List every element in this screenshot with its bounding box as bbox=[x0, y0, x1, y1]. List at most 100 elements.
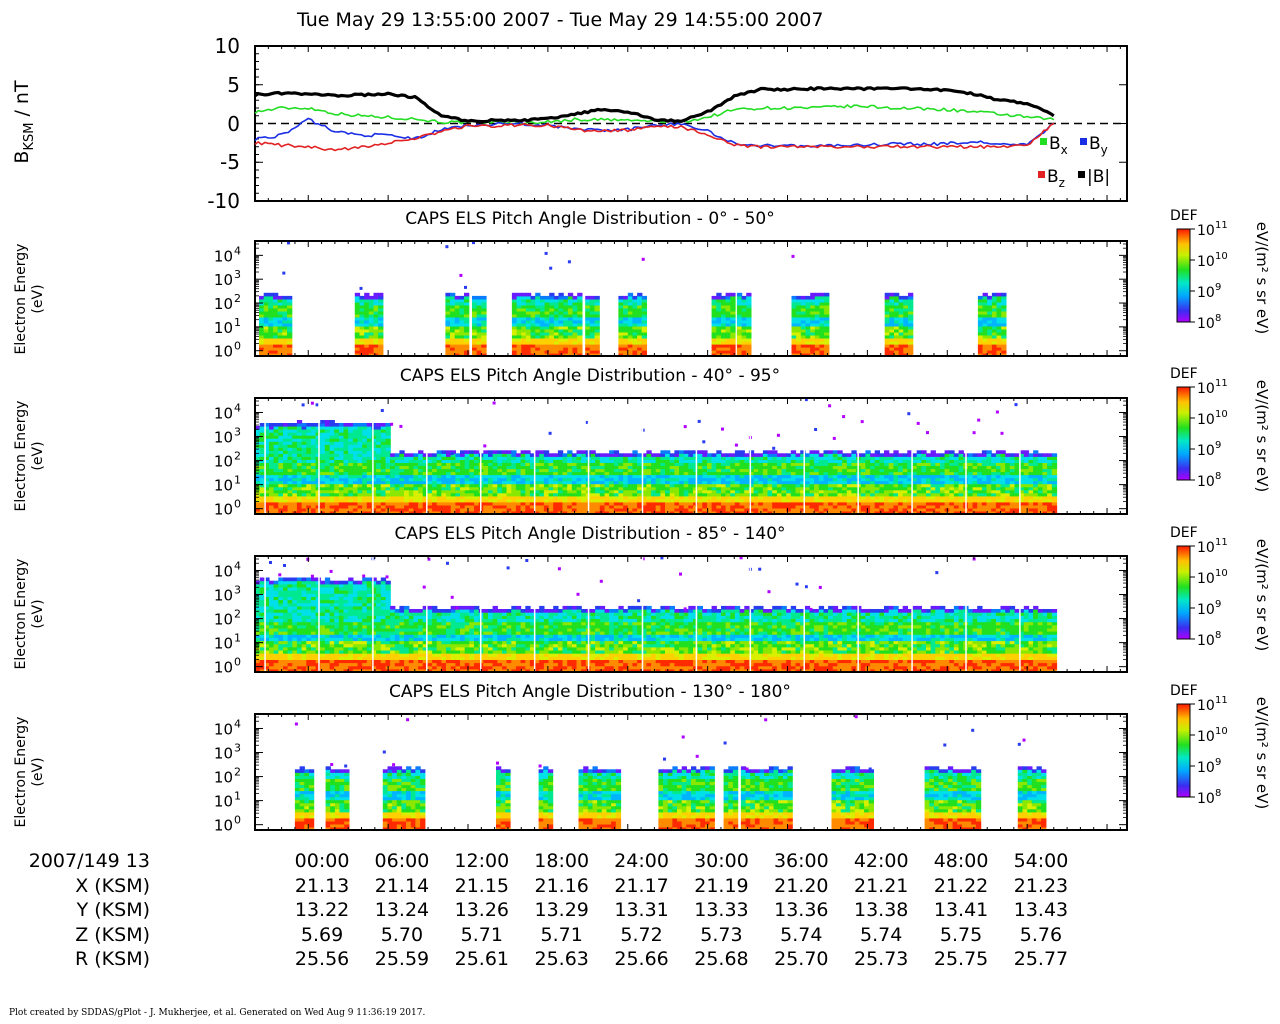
data-gap bbox=[426, 398, 428, 514]
data-gap bbox=[426, 556, 428, 672]
mag-ylabel-main: B bbox=[11, 150, 34, 164]
spectrogram-ylabel: Electron Energy (eV) bbox=[13, 717, 47, 828]
legend-swatch-bz bbox=[1038, 171, 1045, 178]
energy-tick-exponent: 3 bbox=[234, 426, 241, 439]
colorbar-tick-exponent: 8 bbox=[1215, 313, 1221, 324]
ephemeris-value: 13.38 bbox=[854, 899, 909, 921]
ephemeris-value: 21.22 bbox=[933, 874, 989, 897]
energy-tick-exponent: 3 bbox=[234, 742, 241, 755]
ephemeris-value: 5.76 bbox=[1019, 923, 1063, 946]
series-line-by bbox=[254, 117, 1055, 149]
colorbar-label: DEF bbox=[1170, 208, 1198, 224]
ephemeris-value: 13.33 bbox=[694, 899, 749, 921]
spectrogram-data-block bbox=[538, 764, 554, 831]
energy-tick-exponent: 3 bbox=[234, 268, 241, 281]
data-gap bbox=[641, 398, 644, 514]
colorbar-tick-exponent: 8 bbox=[1215, 630, 1221, 641]
data-gap bbox=[749, 398, 752, 514]
ylabel-line1: Electron Energy bbox=[13, 243, 29, 354]
ephemeris-row-label: 2007/149 13 bbox=[28, 850, 150, 872]
colorbar-tick-exponent: 10 bbox=[1215, 251, 1228, 262]
spectrogram-data-block bbox=[496, 761, 506, 831]
legend-swatch-by bbox=[1080, 138, 1087, 145]
ephemeris-row-label: Y (KSM) bbox=[76, 899, 150, 921]
energy-tick-exponent: 1 bbox=[234, 316, 241, 329]
ephemeris-value: 21.21 bbox=[854, 874, 909, 897]
ephemeris-value: 21.23 bbox=[1013, 874, 1069, 897]
ephemeris-value: 21.19 bbox=[694, 874, 749, 897]
spectrogram-data-block bbox=[736, 292, 752, 357]
colorbar-tick-exponent: 9 bbox=[1215, 440, 1221, 451]
ephemeris-value: 13.22 bbox=[294, 899, 350, 921]
mag-ytick-label: -5 bbox=[220, 150, 240, 175]
spectrogram-ylabel: Electron Energy (eV) bbox=[13, 243, 47, 354]
ephemeris-value: 13.26 bbox=[454, 899, 510, 921]
colorbar-tick-exponent: 11 bbox=[1215, 695, 1228, 706]
data-gap bbox=[264, 556, 266, 672]
data-gap bbox=[1073, 556, 1075, 672]
spectrogram-title: CAPS ELS Pitch Angle Distribution - 130°… bbox=[389, 682, 791, 702]
data-gap bbox=[479, 556, 482, 672]
spectrogram-data-block bbox=[578, 766, 622, 831]
colorbar-tick-label: 10 bbox=[1197, 254, 1215, 270]
data-gap bbox=[803, 398, 805, 514]
ephemeris-value: 21.17 bbox=[614, 874, 669, 897]
energy-tick-exponent: 0 bbox=[234, 498, 241, 511]
colorbar-tick-label: 10 bbox=[1197, 602, 1215, 618]
data-gap bbox=[1073, 398, 1075, 514]
spectrogram-data-block bbox=[354, 286, 384, 357]
energy-tick-exponent: 2 bbox=[234, 608, 241, 621]
legend-label-bx: Bx bbox=[1049, 134, 1068, 157]
colorbar-tick-exponent: 10 bbox=[1215, 568, 1228, 579]
ephemeris-value: 25.70 bbox=[774, 948, 829, 970]
data-gap bbox=[264, 398, 266, 514]
data-gap bbox=[533, 398, 536, 514]
mag-ylabel-sub: KSM bbox=[21, 122, 37, 151]
data-gap bbox=[965, 556, 967, 672]
spectrogram-data-block bbox=[255, 398, 1058, 515]
ephemeris-value: 21.13 bbox=[294, 874, 350, 897]
energy-tick-label: 10 bbox=[214, 769, 233, 787]
legend-label-bmag: |B| bbox=[1087, 167, 1110, 187]
colorbar-label: DEF bbox=[1170, 366, 1198, 382]
data-gap bbox=[587, 398, 590, 514]
spectrogram-title: CAPS ELS Pitch Angle Distribution - 85° … bbox=[394, 524, 786, 544]
ephemeris-value: 5.71 bbox=[540, 923, 583, 946]
spectrogram-title: CAPS ELS Pitch Angle Distribution - 0° -… bbox=[405, 209, 775, 229]
energy-tick-exponent: 0 bbox=[234, 656, 241, 669]
ephemeris-value: 21.15 bbox=[454, 874, 510, 897]
ephemeris-value: 13.41 bbox=[933, 899, 989, 921]
spectrogram-axes-frame bbox=[254, 713, 1128, 831]
energy-tick-label: 10 bbox=[214, 477, 233, 495]
energy-tick-label: 10 bbox=[214, 793, 233, 811]
spectrogram-data-block bbox=[511, 251, 583, 357]
time-tick-label: 48:00 bbox=[933, 850, 989, 872]
colorbar-tick-label: 10 bbox=[1197, 698, 1215, 714]
energy-tick-label: 10 bbox=[214, 745, 233, 763]
energy-tick-label: 10 bbox=[214, 247, 233, 265]
spectrogram-data-block bbox=[924, 728, 982, 831]
energy-tick-exponent: 1 bbox=[234, 632, 241, 645]
spectrogram-data-block bbox=[1017, 738, 1047, 831]
colorbar bbox=[1176, 228, 1191, 323]
mag-ytick-label: 5 bbox=[227, 72, 240, 97]
spectrogram-title: CAPS ELS Pitch Angle Distribution - 40° … bbox=[399, 366, 781, 386]
energy-tick-label: 10 bbox=[214, 587, 233, 605]
colorbar-tick-exponent: 11 bbox=[1215, 220, 1228, 231]
colorbar-tick-label: 10 bbox=[1197, 760, 1215, 776]
colorbar-tick-label: 10 bbox=[1197, 223, 1215, 239]
energy-tick-label: 10 bbox=[214, 611, 233, 629]
data-gap bbox=[1019, 556, 1021, 672]
ephemeris-value: 21.14 bbox=[374, 874, 430, 897]
colorbar bbox=[1176, 386, 1191, 481]
time-tick-label: 42:00 bbox=[853, 850, 909, 872]
time-tick-label: 36:00 bbox=[773, 850, 829, 872]
colorbar-units: eV/(m² s sr eV) bbox=[1253, 221, 1271, 334]
time-tick-label: 12:00 bbox=[454, 850, 510, 872]
ephemeris-value: 13.29 bbox=[534, 899, 589, 921]
energy-tick-label: 10 bbox=[214, 635, 233, 653]
colorbar-tick-label: 10 bbox=[1197, 729, 1215, 745]
spectrogram-data-block bbox=[255, 556, 1058, 673]
mag-ytick-label: 0 bbox=[227, 111, 240, 136]
